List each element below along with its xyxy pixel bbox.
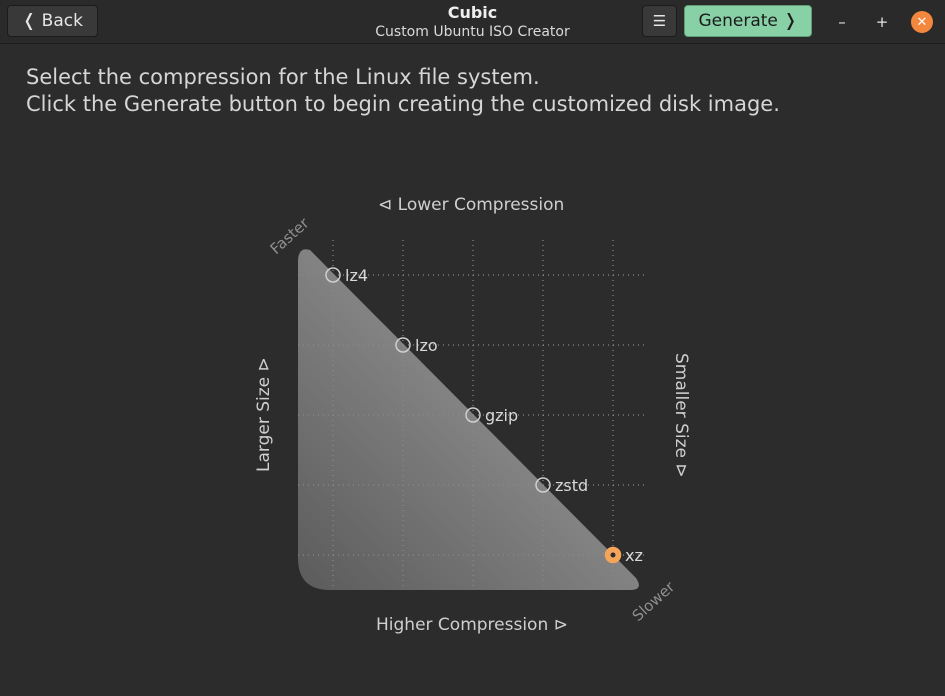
radio-zstd[interactable] <box>535 477 551 493</box>
right-axis-label: Smaller Size ⊳ <box>671 353 691 478</box>
option-label-lzo: lzo <box>415 336 438 355</box>
option-label-zstd: zstd <box>555 476 588 495</box>
close-icon[interactable]: ✕ <box>911 11 933 33</box>
option-lz4[interactable]: lz4 <box>325 266 368 285</box>
instruction-line-2: Click the Generate button to begin creat… <box>26 92 780 116</box>
window-title: Cubic <box>447 3 498 22</box>
generate-button[interactable]: Generate ❭ <box>684 5 812 37</box>
option-label-xz: xz <box>625 546 643 565</box>
option-lzo[interactable]: lzo <box>395 336 438 355</box>
header-bar: ❬ Back Cubic Custom Ubuntu ISO Creator ☰… <box>0 0 945 44</box>
option-xz[interactable]: xz <box>604 546 643 565</box>
minimize-icon[interactable]: – <box>838 13 846 31</box>
radio-lz4[interactable] <box>325 267 341 283</box>
grid-lines <box>298 240 645 590</box>
back-button[interactable]: ❬ Back <box>7 5 98 37</box>
option-label-lz4: lz4 <box>345 266 368 285</box>
option-gzip[interactable]: gzip <box>465 406 518 425</box>
window-title-area: Cubic Custom Ubuntu ISO Creator <box>300 3 645 42</box>
window-subtitle: Custom Ubuntu ISO Creator <box>375 24 570 40</box>
maximize-icon[interactable]: + <box>875 13 889 31</box>
top-axis-label: ⊲ Lower Compression <box>378 195 564 215</box>
radio-gzip[interactable] <box>465 407 481 423</box>
radio-lzo[interactable] <box>395 337 411 353</box>
instruction-line-1: Select the compression for the Linux fil… <box>26 65 540 89</box>
option-label-gzip: gzip <box>485 406 518 425</box>
bottom-axis-label: Higher Compression ⊳ <box>376 615 568 635</box>
option-zstd[interactable]: zstd <box>535 476 588 495</box>
menu-icon[interactable]: ☰ <box>642 5 677 37</box>
left-axis-label: Larger Size ⊳ <box>254 357 274 472</box>
radio-xz-dot <box>610 552 616 558</box>
